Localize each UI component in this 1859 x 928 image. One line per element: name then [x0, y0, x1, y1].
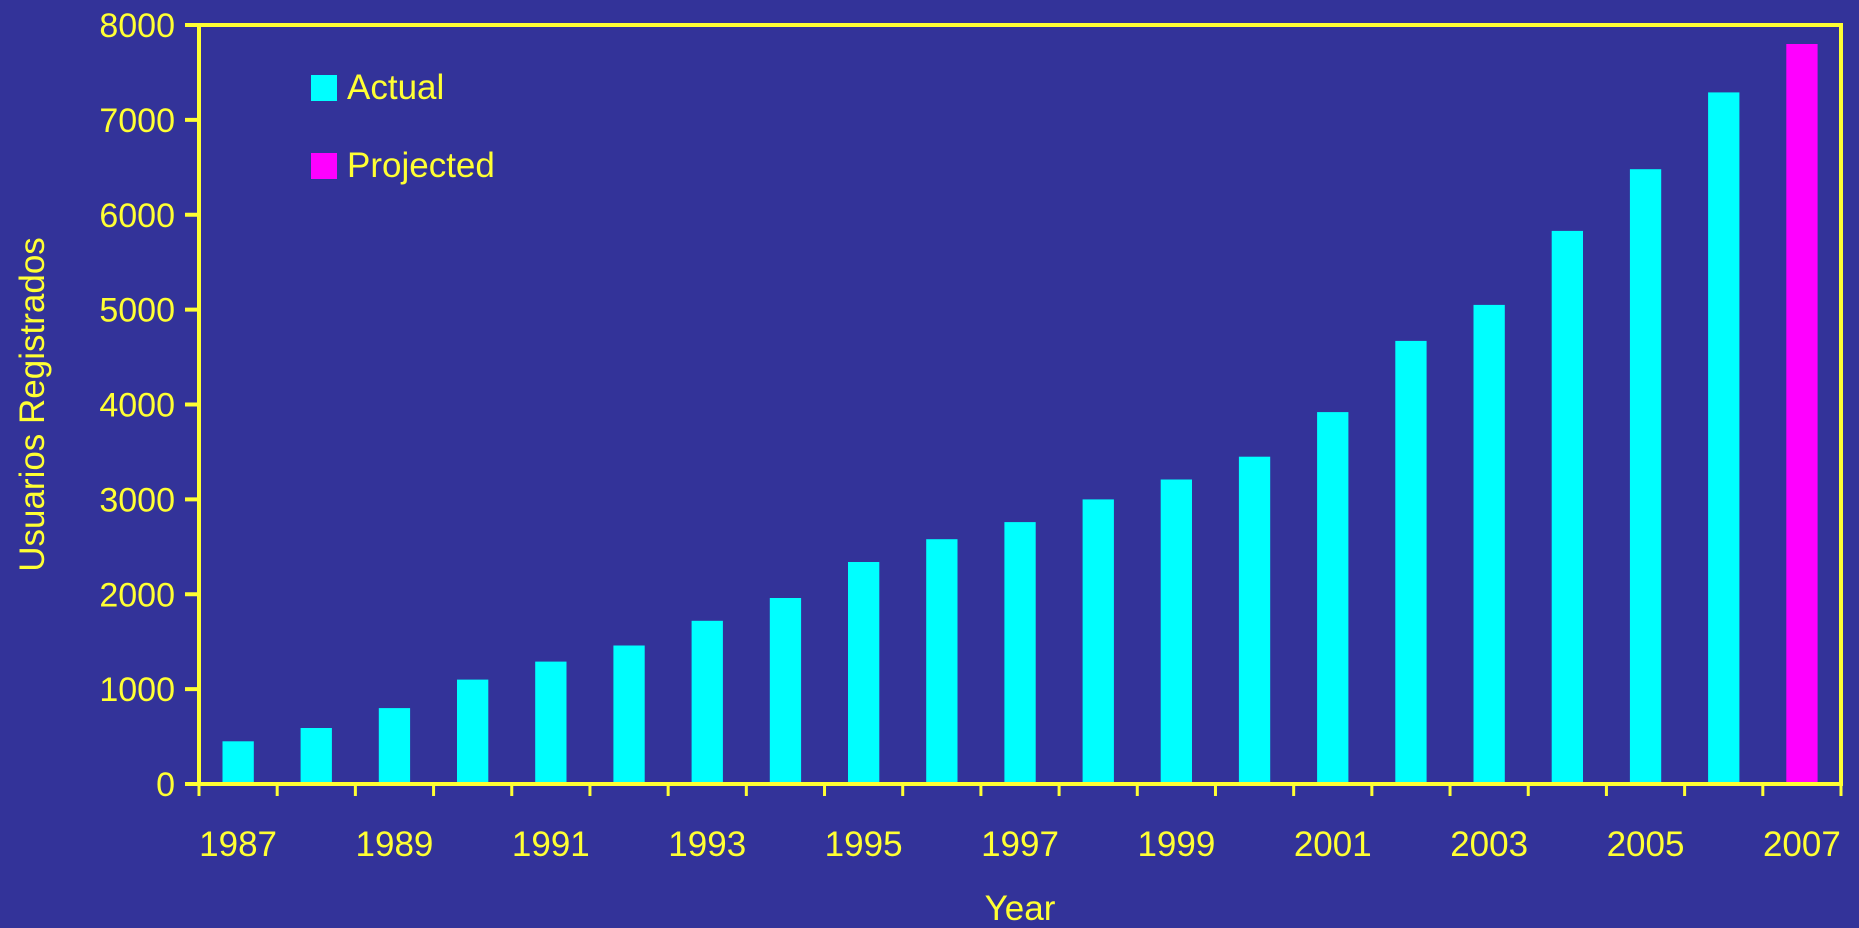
x-tick-label: 1989	[356, 825, 434, 864]
bar-actual-2002	[1395, 340, 1427, 784]
bar-actual-1996	[926, 539, 958, 784]
bar-actual-2005	[1629, 169, 1662, 784]
y-tick-label: 0	[156, 766, 175, 804]
y-axis-ticks: 0 1000 2000 3000 4000 5000 6000 7000 8000	[99, 7, 199, 804]
bar-actual-1997	[1004, 522, 1036, 784]
y-tick-label: 6000	[99, 197, 175, 235]
bar-projected-2007	[1786, 44, 1818, 784]
legend-swatch-projected	[311, 153, 337, 179]
y-tick-label: 3000	[99, 481, 175, 519]
legend: Actual Projected	[311, 68, 495, 185]
bar-actual-1989	[378, 708, 411, 784]
y-tick-label: 4000	[99, 387, 175, 425]
legend-swatch-actual	[311, 75, 337, 101]
x-tick-label: 1999	[1137, 825, 1215, 864]
x-tick-label: 2001	[1294, 825, 1372, 864]
bar-actual-2000	[1238, 456, 1271, 784]
bar-actual-2004	[1551, 230, 1583, 784]
bar-actual-2001	[1317, 412, 1349, 784]
bar-actual-1990	[457, 679, 489, 784]
bar-actual-1988	[300, 728, 332, 784]
y-tick-label: 5000	[99, 292, 175, 330]
bar-actual-1991	[535, 661, 567, 784]
x-tick-label: 2007	[1763, 825, 1841, 864]
x-axis-label: Year	[985, 889, 1056, 928]
bar-actual-1999	[1160, 479, 1192, 784]
legend-label-projected: Projected	[347, 146, 495, 185]
y-tick-label: 1000	[99, 671, 175, 709]
bar-actual-2003	[1473, 304, 1505, 784]
bars-group	[222, 44, 1818, 784]
bar-actual-1987	[222, 741, 254, 784]
bar-actual-1995	[848, 562, 880, 784]
legend-label-actual: Actual	[347, 68, 444, 107]
bar-actual-1993	[691, 620, 723, 784]
x-tick-label: 1991	[512, 825, 590, 864]
x-tick-label: 2005	[1607, 825, 1685, 864]
x-tick-label: 2003	[1450, 825, 1528, 864]
x-tick-label: 1993	[668, 825, 746, 864]
y-tick-label: 2000	[99, 576, 175, 614]
y-axis-label: Usuarios Registrados	[13, 237, 52, 572]
x-axis-ticks: 1987 1989 1991 1993 1995 1997 1999 2001 2003 2005…	[197, 784, 1843, 864]
bar-actual-2006	[1708, 92, 1740, 784]
bar-actual-1998	[1082, 499, 1114, 784]
bar-actual-1994	[769, 598, 802, 784]
x-tick-label: 1995	[825, 825, 903, 864]
y-tick-label: 7000	[99, 102, 175, 140]
x-tick-label: 1997	[981, 825, 1059, 864]
bar-actual-1992	[613, 645, 645, 784]
x-tick-label: 1987	[199, 825, 277, 864]
y-tick-label: 8000	[99, 7, 175, 45]
